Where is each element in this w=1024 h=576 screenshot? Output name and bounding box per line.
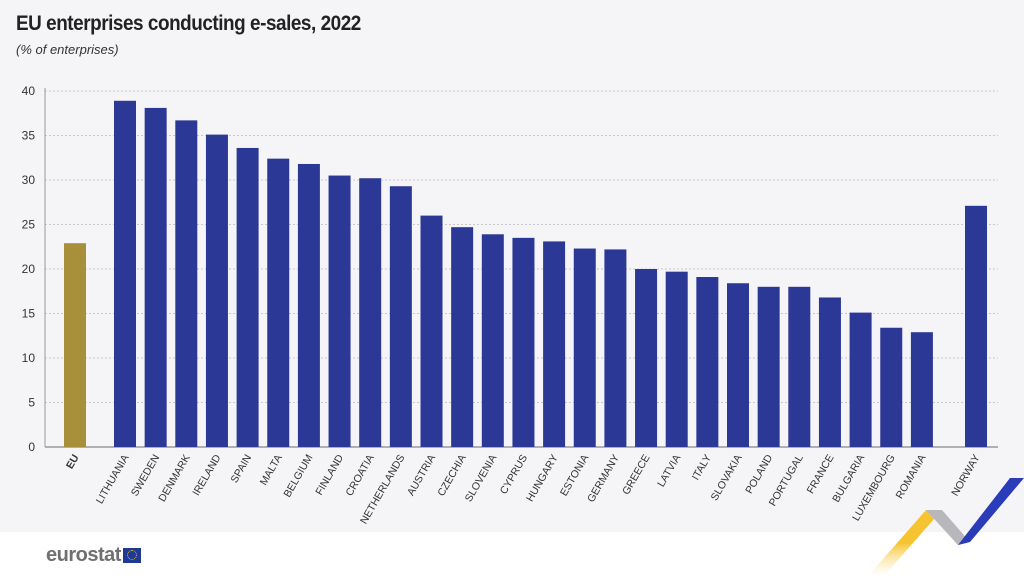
x-tick-label: ITALY (690, 453, 714, 483)
x-tick-label: HUNGARY (524, 453, 561, 504)
bar-poland (757, 286, 780, 447)
x-tick-label: SLOVENIA (463, 453, 500, 504)
bar-greece (635, 269, 658, 447)
x-tick-label: FINLAND (313, 452, 346, 497)
bar-chart: 0 5 10 15 20 25 30 35 40 EU LITHUANIASWEDENDENMARK… (22, 84, 998, 526)
y-tick-label: 10 (22, 351, 36, 365)
x-tick-label: NORWAY (949, 453, 982, 499)
x-tick-label: IRELAND (190, 452, 223, 498)
bar-finland (328, 175, 351, 448)
bar-denmark (175, 120, 198, 448)
bar-romania (910, 332, 933, 447)
x-tick-label: DENMARK (156, 453, 193, 504)
x-tick-label: ESTONIA (558, 453, 591, 499)
chart-title: EU enterprises conducting e-sales, 2022 (16, 12, 361, 35)
x-tick-label: MALTA (258, 453, 285, 488)
logo-text: eurostat (46, 544, 121, 566)
bar-hungary (543, 241, 566, 447)
x-tick-label: SWEDEN (129, 453, 162, 499)
y-tick-label: 30 (22, 173, 36, 187)
bar-eu (64, 243, 86, 447)
bar-lithuania (114, 100, 136, 447)
bar-ireland (205, 134, 228, 448)
y-tick-label: 35 (22, 129, 36, 143)
y-tick-label: 20 (22, 262, 36, 276)
bar-cyprus (512, 237, 535, 447)
eu-flag-icon (122, 548, 141, 563)
bar-spain (236, 147, 259, 447)
x-tick-label: CROATIA (343, 453, 376, 499)
y-tick-label: 5 (28, 396, 35, 410)
x-tick-label: SPAIN (228, 453, 254, 486)
x-tick-label: POLAND (743, 452, 775, 496)
bar-slovakia (727, 283, 749, 447)
bar-portugal (788, 286, 811, 447)
x-tick-label: EU (64, 453, 82, 472)
bar-belgium (297, 163, 320, 448)
bar-slovenia (481, 234, 504, 447)
x-tick-label: BELGIUM (281, 453, 315, 500)
bar-sweden (144, 107, 167, 447)
bar-france (818, 297, 841, 447)
x-tick-label: SLOVAKIA (709, 453, 745, 503)
x-tick-label: LATVIA (655, 453, 683, 490)
x-tick-label: FRANCE (805, 453, 837, 496)
bar-netherlands (389, 186, 412, 448)
bar-luxembourg (880, 327, 903, 447)
x-tick-label: CZECHIA (435, 453, 468, 499)
bar-norway (965, 205, 987, 447)
y-tick-label: 40 (22, 84, 36, 98)
x-tick-label: LITHUANIA (94, 453, 132, 506)
chart-subtitle: (% of enterprises) (16, 42, 119, 57)
eurostat-logo: eurostat (46, 544, 141, 567)
y-tick-label: 15 (22, 307, 36, 321)
x-tick-label: AUSTRIA (405, 453, 438, 498)
bar-estonia (573, 248, 596, 447)
bar-malta (267, 158, 290, 447)
bar-austria (420, 215, 443, 447)
y-tick-label: 25 (22, 218, 36, 232)
bar-bulgaria (849, 312, 872, 447)
y-tick-label: 0 (28, 440, 35, 454)
x-tick-label: CYPRUS (498, 453, 530, 497)
bar-croatia (359, 178, 382, 447)
bar-italy (696, 277, 719, 447)
bar-latvia (665, 271, 688, 447)
x-tick-label: GREECE (620, 453, 653, 497)
x-tick-label: ROMANIA (894, 453, 929, 501)
bar-germany (604, 249, 627, 447)
bar-czechia (451, 227, 474, 447)
x-tick-label: GERMANY (585, 453, 622, 505)
